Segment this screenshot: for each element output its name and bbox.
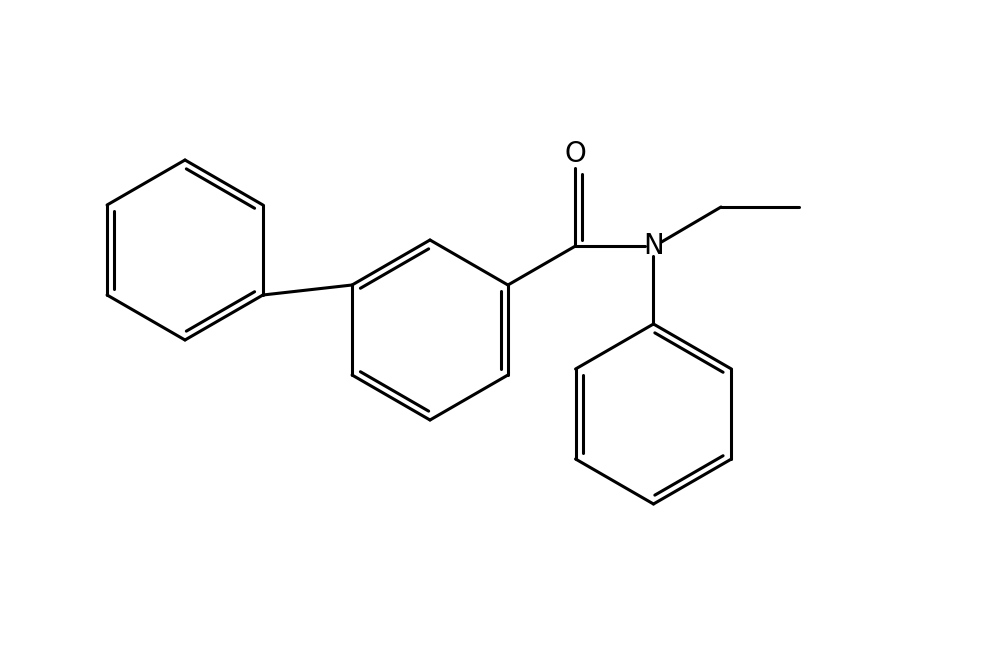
Text: N: N xyxy=(643,232,664,260)
Text: O: O xyxy=(565,140,586,168)
